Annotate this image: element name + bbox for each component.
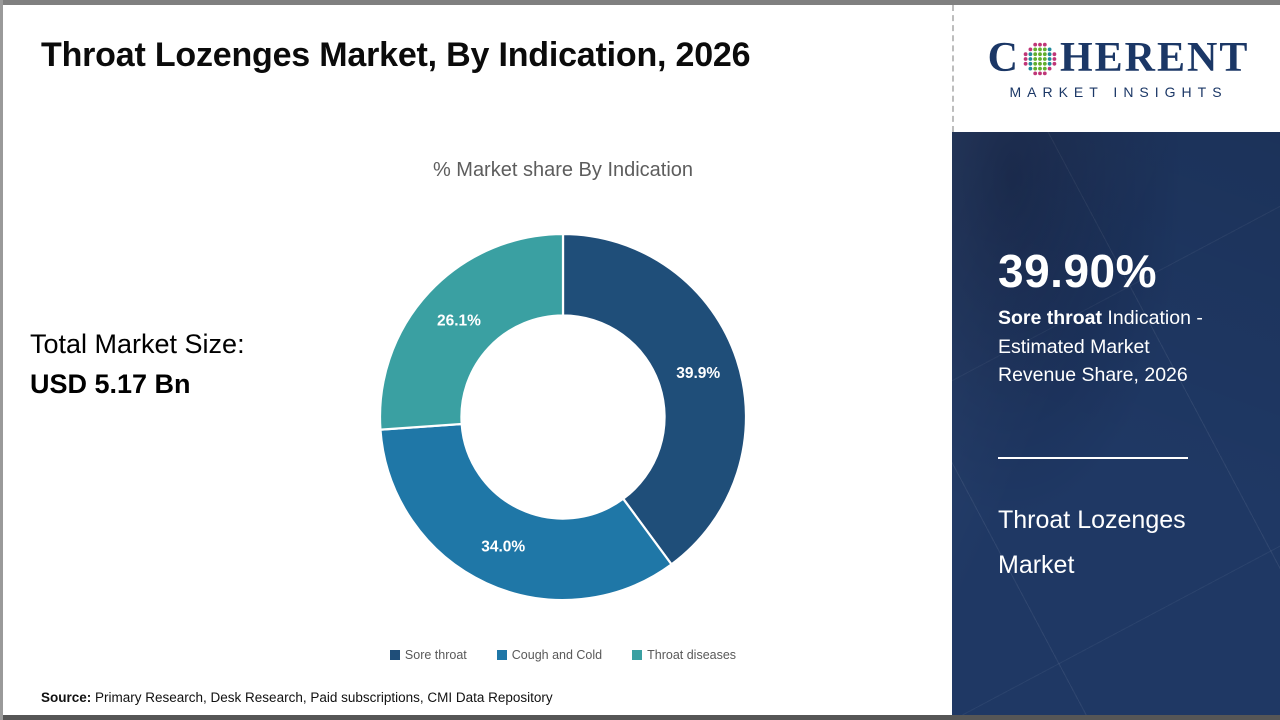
chart-title: % Market share By Indication — [432, 159, 694, 181]
legend-swatch-sore-throat — [389, 650, 400, 660]
legend-swatch-cough-and-cold — [496, 650, 507, 660]
legend-swatch-throat-diseases — [632, 650, 643, 660]
source-label: Source: — [41, 690, 92, 705]
legend-item: Throat diseases — [632, 648, 736, 662]
bottom-border-bar — [3, 715, 1280, 720]
stat-description: Sore throat Indication - Estimated Marke… — [998, 304, 1226, 390]
donut-label-0: 39.9% — [676, 365, 720, 382]
total-market-size: Total Market Size: USD 5.17 Bn — [30, 324, 245, 404]
legend-label: Sore throat — [404, 648, 467, 662]
stat-description-bold: Sore throat — [998, 307, 1103, 329]
donut-segment-0 — [561, 232, 748, 566]
top-border-bar — [3, 0, 1280, 5]
stat-description-rest: Indication - Estimated Market Revenue Sh… — [998, 307, 1203, 386]
legend-item: Sore throat — [389, 648, 467, 662]
total-market-size-value: USD 5.17 Bn — [30, 369, 191, 399]
donut-label-1: 34.0% — [481, 539, 525, 556]
donut-segment-1 — [379, 422, 673, 602]
globe-dots-icon — [1023, 42, 1057, 76]
source-note: Source: Primary Research, Desk Research,… — [41, 690, 553, 705]
logo-subtitle: MARKET INSIGHTS — [1009, 84, 1228, 100]
logo: C HERENT MARKET INSIGHTS — [952, 5, 1280, 132]
logo-wordmark: C HERENT — [988, 37, 1250, 79]
page-title: Throat Lozenges Market, By Indication, 2… — [41, 36, 751, 74]
legend-item: Cough and Cold — [496, 648, 603, 662]
donut-chart: 39.9% 34.0% 26.1% — [378, 232, 748, 602]
donut-label-2: 26.1% — [437, 312, 481, 329]
logo-word-end: HERENT — [1059, 35, 1250, 81]
sidebar-panel: 39.90% Sore throat Indication - Estimate… — [952, 132, 1280, 715]
sidebar-divider — [998, 457, 1188, 459]
logo-letter-c: C — [987, 35, 1020, 81]
donut-segment-2 — [378, 232, 565, 431]
sidebar-market-title: Throat Lozenges Market — [998, 506, 1186, 579]
total-market-size-label: Total Market Size: — [30, 329, 245, 359]
legend-label: Cough and Cold — [511, 648, 603, 662]
chart-legend: Sore throat Cough and Cold Throat diseas… — [3, 648, 1123, 662]
stat-value: 39.90% — [998, 245, 1158, 297]
source-text: Primary Research, Desk Research, Paid su… — [91, 690, 553, 705]
legend-label: Throat diseases — [647, 648, 737, 662]
